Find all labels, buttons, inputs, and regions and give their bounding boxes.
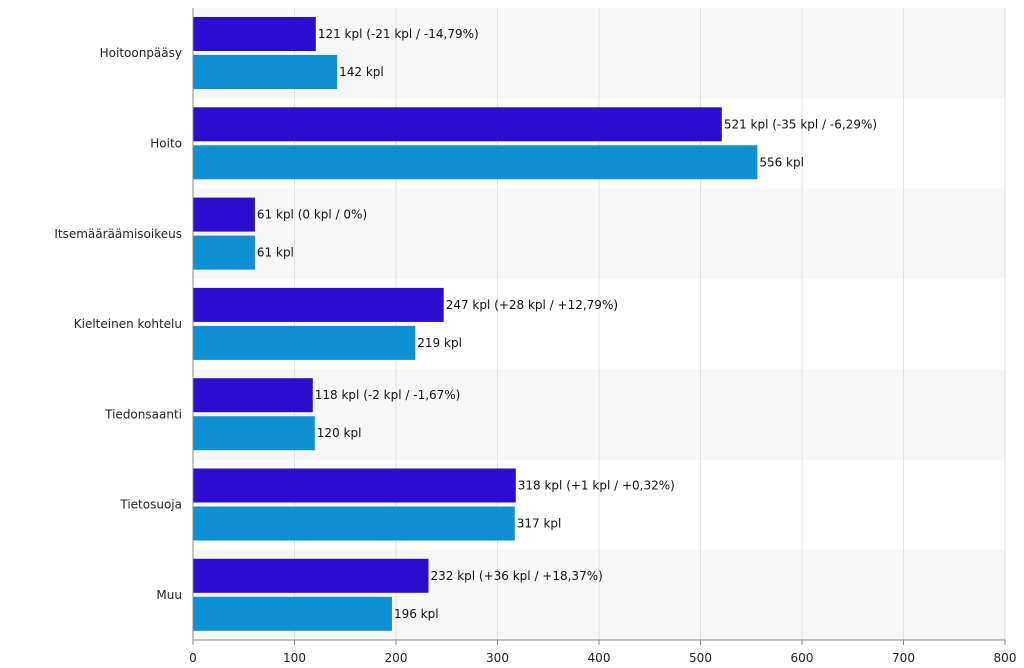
x-tick-label: 300 — [486, 651, 509, 665]
bars — [193, 17, 758, 631]
bar — [193, 107, 722, 142]
bar — [193, 596, 392, 631]
bar — [193, 468, 516, 503]
bar-value-label: 120 kpl — [317, 426, 362, 440]
x-tick-label: 0 — [189, 651, 197, 665]
category-label: Hoitoonpääsy — [100, 46, 182, 60]
category-labels: Hoitoonpääsy Hoito Itsemääräämisoikeus Kiel… — [54, 46, 182, 602]
bar-value-label: 121 kpl (-21 kpl / -14,79%) — [318, 27, 479, 41]
x-tick-label: 100 — [283, 651, 306, 665]
bar-value-label: 556 kpl — [759, 155, 804, 169]
category-label: Muu — [156, 588, 182, 602]
x-tick-labels: 0 100 200 300 400 500 600 700 800 — [189, 651, 1016, 665]
bar — [193, 197, 255, 232]
x-tick-label: 600 — [791, 651, 814, 665]
bar-value-label: 247 kpl (+28 kpl / +12,79%) — [446, 298, 618, 312]
bar — [193, 55, 338, 89]
bar-value-label: 61 kpl (0 kpl / 0%) — [257, 208, 367, 222]
category-label: Tiedonsaanti — [104, 407, 182, 421]
bar-value-label: 219 kpl — [417, 336, 462, 350]
bar-value-label: 318 kpl (+1 kpl / +0,32%) — [518, 479, 675, 493]
bar-value-label: 142 kpl — [339, 65, 384, 79]
bar-value-label: 521 kpl (-35 kpl / -6,29%) — [724, 117, 877, 131]
x-tick-label: 700 — [892, 651, 915, 665]
x-tick-label: 400 — [588, 651, 611, 665]
bar — [193, 287, 444, 322]
bar — [193, 17, 316, 51]
bar — [193, 416, 315, 451]
gridlines — [294, 8, 1006, 640]
bar — [193, 325, 416, 360]
bar-value-label: 118 kpl (-2 kpl / -1,67%) — [315, 388, 461, 402]
category-label: Tietosuoja — [119, 498, 182, 512]
bar-value-label: 196 kpl — [394, 607, 439, 621]
category-label: Hoito — [150, 136, 182, 150]
bar-value-label: 232 kpl (+36 kpl / +18,37%) — [430, 569, 602, 583]
bar — [193, 506, 515, 541]
bar — [193, 235, 255, 270]
category-label: Itsemääräämisoikeus — [54, 227, 182, 241]
bar — [193, 558, 429, 593]
category-label: Kielteinen kohtelu — [74, 317, 182, 331]
bar-value-label: 61 kpl — [257, 246, 294, 260]
axes — [192, 8, 1006, 645]
x-tick-label: 200 — [385, 651, 408, 665]
bar-labels: 121 kpl (-21 kpl / -14,79%) 142 kpl 521 kp… — [257, 27, 877, 621]
bar-value-label: 317 kpl — [517, 517, 562, 531]
bar — [193, 378, 313, 413]
x-tick-label: 500 — [689, 651, 712, 665]
bar — [193, 145, 758, 180]
x-tick-label: 800 — [994, 651, 1017, 665]
